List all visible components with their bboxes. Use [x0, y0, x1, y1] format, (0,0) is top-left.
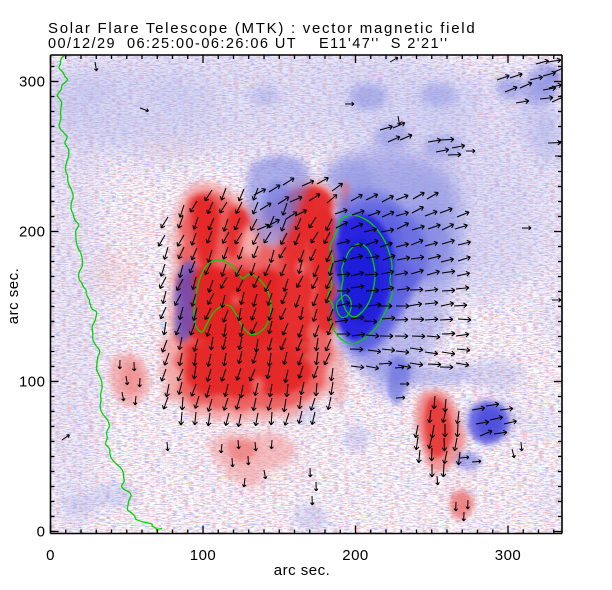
svg-text:100: 100 [190, 547, 217, 564]
svg-text:00/12/29 06:25:00-06:26:06 UT: 00/12/29 06:25:00-06:26:06 UT E11'47'' S… [48, 36, 449, 52]
svg-text:0: 0 [37, 524, 46, 541]
svg-text:0: 0 [46, 547, 55, 564]
svg-text:300: 300 [495, 547, 522, 564]
svg-text:200: 200 [19, 224, 46, 241]
svg-text:arc sec.: arc sec. [5, 268, 22, 325]
svg-text:arc sec.: arc sec. [274, 562, 331, 579]
svg-text:100: 100 [19, 374, 46, 391]
svg-text:200: 200 [342, 547, 369, 564]
svg-text:300: 300 [19, 74, 46, 91]
svg-text:Solar Flare Telescope (MTK) :: Solar Flare Telescope (MTK) : vector mag… [48, 20, 476, 37]
